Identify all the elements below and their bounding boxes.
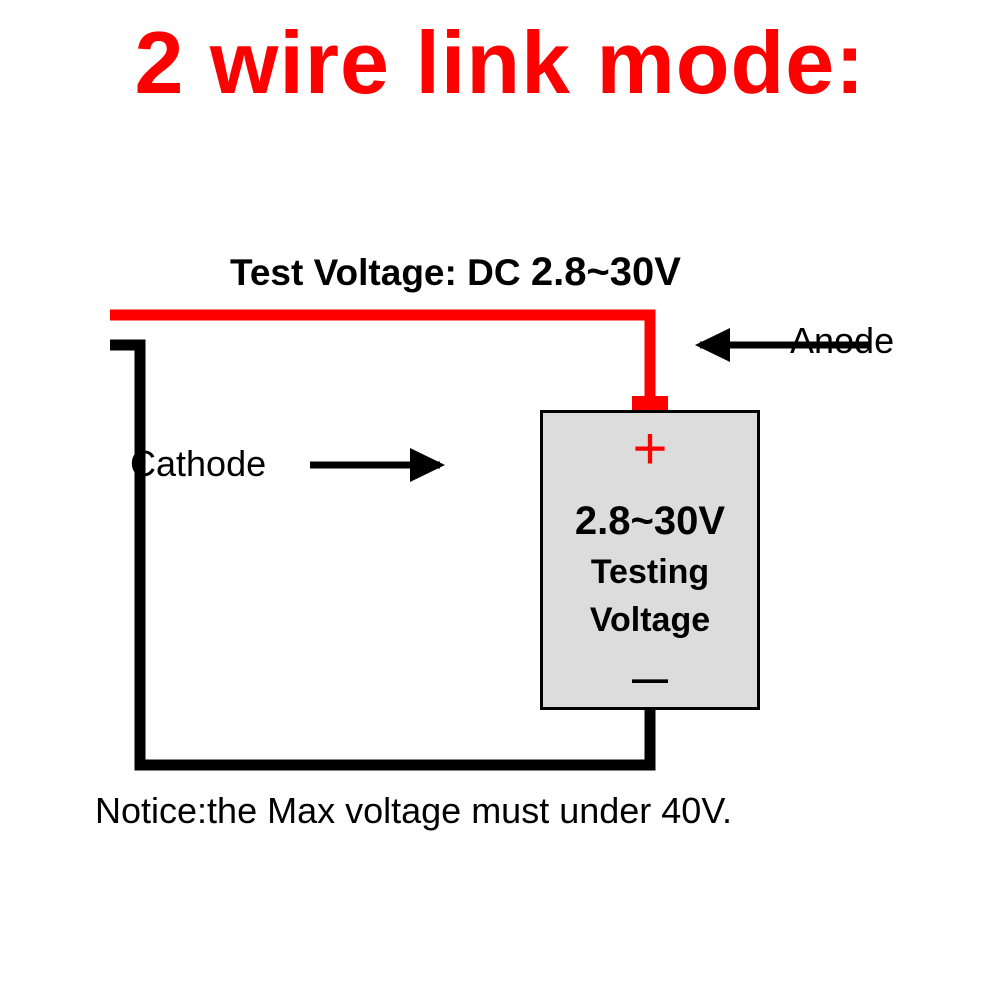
wiring-diagram xyxy=(0,0,1000,1000)
minus-symbol: — xyxy=(632,661,668,697)
meter-testing-line1: Testing xyxy=(591,555,709,591)
meter-testing-line2: Voltage xyxy=(590,603,710,639)
meter-range: 2.8~30V xyxy=(575,501,725,541)
meter-box: + 2.8~30V Testing Voltage — xyxy=(540,410,760,710)
plus-symbol: + xyxy=(632,419,667,479)
anode-wire xyxy=(110,315,650,410)
cathode-arrow-head xyxy=(410,448,445,482)
anode-arrow-head xyxy=(695,328,730,362)
